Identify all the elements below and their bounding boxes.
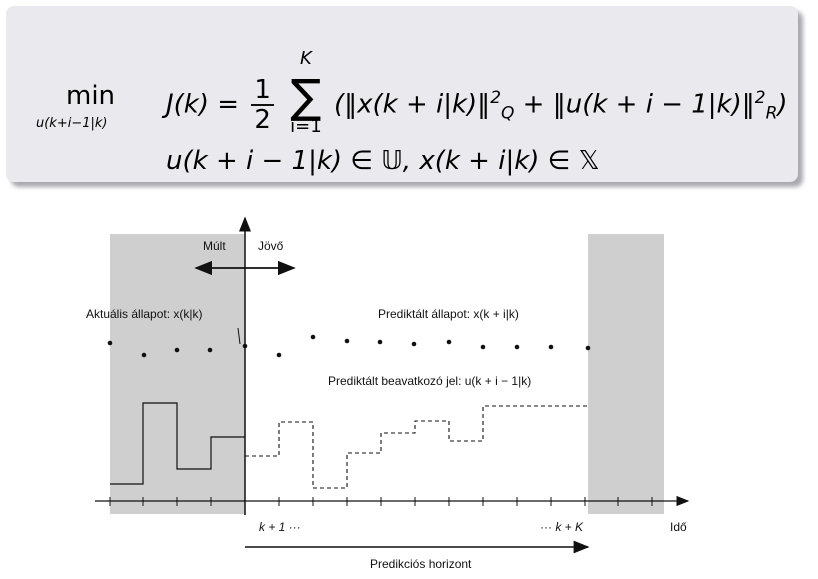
input-norm-exponent: 2: [754, 87, 766, 108]
state-norm-exponent: 2: [490, 87, 502, 108]
label-future: Jövő: [258, 239, 284, 253]
label-predicted-state: Prediktált állapot: x(k + i|k): [378, 307, 519, 321]
constraints: u(k + i − 1|k) ∈ 𝕌, x(k + i|k) ∈ 𝕏: [166, 146, 600, 176]
objective-lhs: J(k) =: [166, 89, 240, 120]
objective-input-term: + ‖u(k + i − 1|k)‖: [522, 89, 755, 120]
state-weight-matrix: Q: [501, 103, 515, 124]
min-subscript: u(k+i−1|k): [36, 116, 108, 131]
mpc-formula-box: min u(k+i−1|k) J(k) = 1 2 K ∑ i=1 (‖x(k …: [6, 6, 798, 182]
sum-lower-limit: i=1: [290, 116, 322, 137]
label-time: Idő: [670, 520, 687, 534]
predicted-input-signal: [245, 405, 588, 489]
state-points: [107, 334, 591, 358]
fraction-denominator: 2: [254, 105, 271, 135]
objective-close-paren: ): [777, 89, 788, 120]
beyond-horizon-region: [588, 234, 664, 514]
fraction-numerator: 1: [251, 76, 274, 106]
objective-function: J(k) = 1 2 K ∑ i=1 (‖x(k + i|k)‖2Q + ‖u(…: [166, 48, 788, 137]
objective-state-term: (‖x(k + i|k)‖: [333, 89, 491, 120]
label-predicted-input: Prediktált beavatkozó jel: u(k + i − 1|k…: [328, 374, 531, 388]
sum-upper-limit: K: [300, 48, 312, 69]
input-weight-matrix: R: [765, 103, 778, 124]
label-current-state: Aktuális állapot: x(k|k): [86, 307, 203, 321]
current-state-pointer: [237, 327, 241, 345]
label-prediction-horizon: Predikciós horizont: [370, 557, 472, 571]
tick-label-k-plus-1: k + 1 ···: [259, 520, 301, 534]
half-fraction: 1 2: [251, 76, 274, 134]
time-axis-ticks: [109, 497, 653, 506]
past-input-signal: [110, 402, 245, 485]
past-region: [110, 234, 245, 514]
tick-label-k-plus-K: ··· k + K: [540, 520, 584, 534]
summation-symbol: K ∑ i=1: [290, 48, 322, 137]
min-operator: min: [66, 81, 116, 111]
label-past: Múlt: [203, 239, 226, 253]
